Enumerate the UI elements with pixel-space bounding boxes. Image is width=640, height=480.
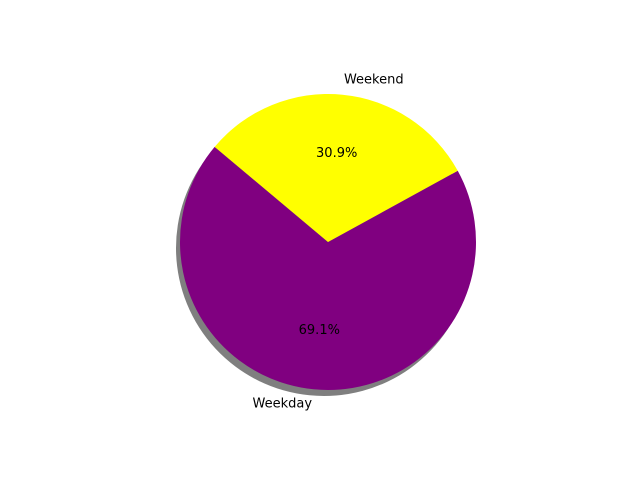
pie-slice-weekday	[180, 146, 477, 391]
pie-label-weekend: Weekend	[344, 72, 404, 87]
pie-slice-weekend	[214, 94, 458, 242]
pie-slices	[180, 94, 477, 391]
pie-label-weekday: Weekday	[253, 397, 313, 412]
pie-pct-label-weekend: 30.9%	[316, 146, 357, 161]
pie-labels: Weekday 69.1% Weekend 30.9%	[253, 72, 404, 411]
pie-pct-label-weekday: 69.1%	[299, 323, 340, 338]
